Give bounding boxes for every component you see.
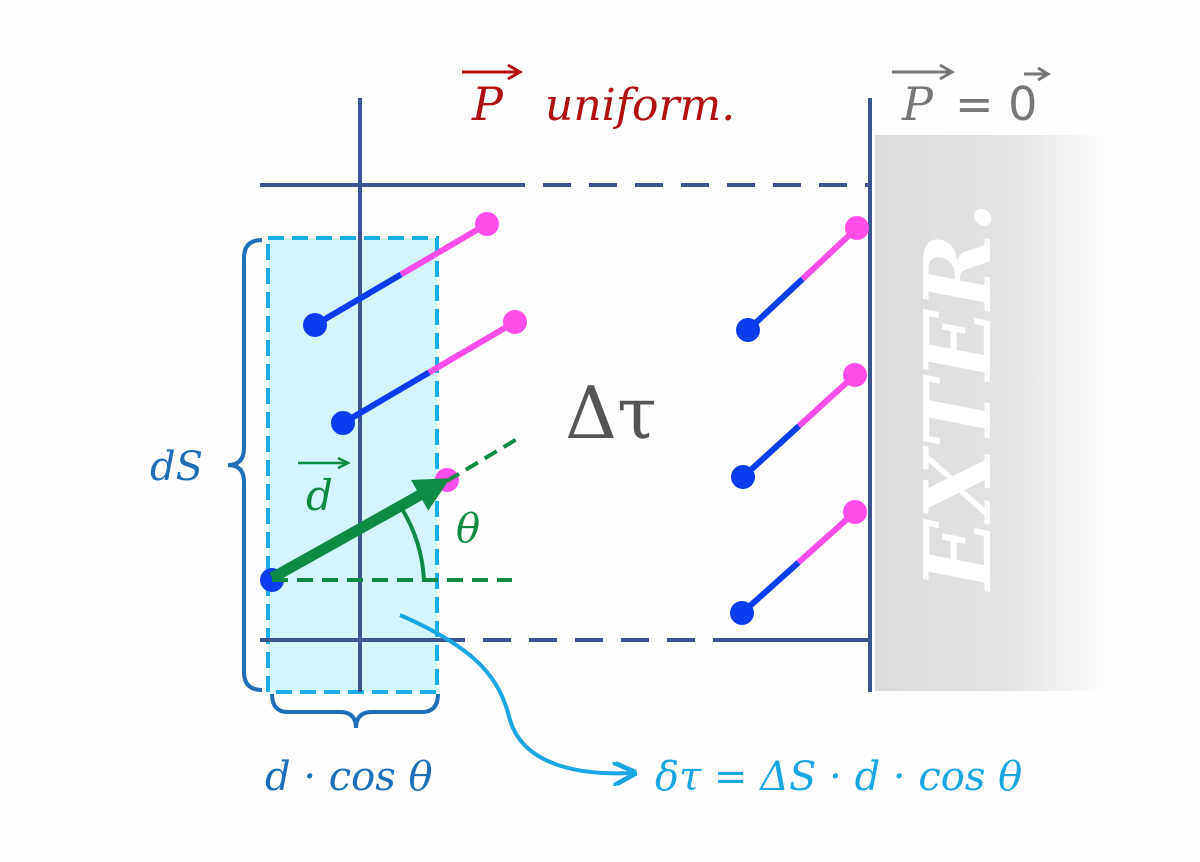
exterior-label: EXTER. bbox=[904, 201, 1012, 593]
p-symbol: P bbox=[471, 77, 504, 131]
dipole bbox=[331, 310, 527, 435]
frame bbox=[260, 98, 872, 692]
dipole-negative-half bbox=[341, 369, 431, 426]
dipole bbox=[303, 212, 499, 337]
elementary-volume bbox=[266, 236, 439, 694]
dipole-positive-half bbox=[796, 509, 857, 565]
dipole-negative-charge bbox=[736, 318, 760, 342]
dipole bbox=[730, 500, 867, 625]
d-cos-theta-label: d · cos θ bbox=[265, 754, 433, 800]
dipole-positive-half bbox=[399, 221, 489, 278]
dipole-positive-half bbox=[427, 319, 517, 376]
dipole bbox=[736, 216, 869, 342]
dipole-positive-charge bbox=[843, 500, 867, 524]
dipole-negative-charge bbox=[731, 465, 755, 489]
dipole-positive-charge bbox=[475, 212, 499, 236]
dipole-negative-half bbox=[740, 423, 802, 480]
d-vector-arrow bbox=[269, 478, 451, 583]
dipole-positive-half bbox=[796, 372, 858, 429]
dipole-positive-half bbox=[800, 225, 860, 282]
dipole-positive-charge bbox=[843, 363, 867, 387]
dipole-negative-half bbox=[740, 560, 801, 616]
dipole-negative-charge bbox=[303, 313, 327, 337]
dS-label: dS bbox=[150, 444, 203, 490]
formula-pointer-arrow bbox=[399, 613, 632, 773]
uniform-text: uniform. bbox=[545, 80, 735, 131]
equals-zero: = 0 bbox=[955, 77, 1037, 131]
dipole-negative-charge bbox=[730, 601, 754, 625]
dS-brace bbox=[227, 238, 263, 692]
angle-construction bbox=[269, 434, 524, 583]
dipole-positive-charge bbox=[845, 216, 869, 240]
dipole-positive-charge bbox=[503, 310, 527, 334]
dipole-negative-half bbox=[313, 271, 403, 328]
p-symbol-exterior: P bbox=[901, 77, 934, 131]
dipole-negative-half bbox=[745, 276, 805, 333]
p-zero-label: P = 0 bbox=[892, 63, 1051, 131]
d-vector-label: d bbox=[306, 471, 333, 520]
dipole bbox=[731, 363, 867, 489]
delta-tau-label: Δτ bbox=[565, 371, 657, 455]
formula-label: δτ = ΔS · d · cos θ bbox=[655, 754, 1022, 800]
theta-arc bbox=[400, 507, 426, 581]
exterior-region bbox=[875, 135, 1107, 691]
theta-label: θ bbox=[456, 506, 480, 552]
d-cos-theta-brace bbox=[270, 693, 440, 729]
dipole-negative-charge bbox=[331, 411, 355, 435]
p-uniform-label: P uniform. bbox=[462, 63, 735, 131]
d-extension-line bbox=[445, 434, 524, 483]
